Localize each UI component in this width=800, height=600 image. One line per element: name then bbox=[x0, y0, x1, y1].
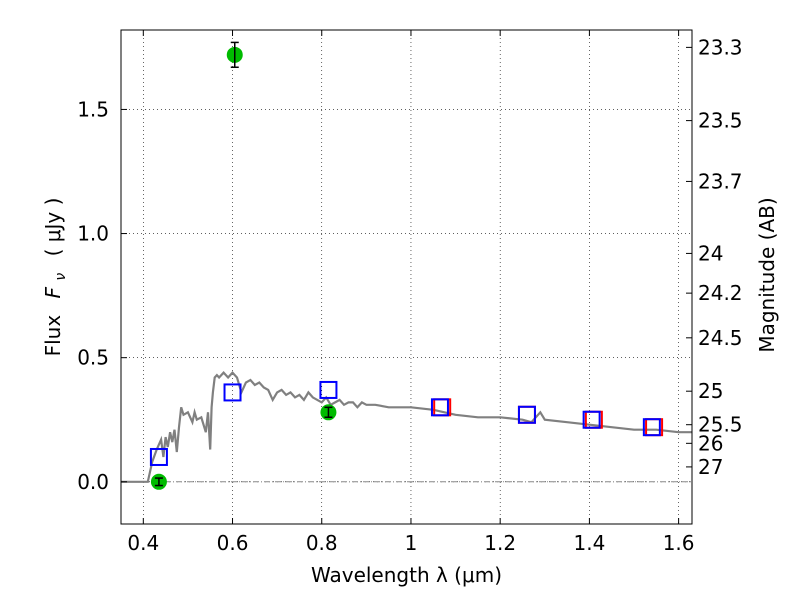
axis-ticks: 0.4 0.6 0.8 1 1.2 1.4 1.6 0.0 0.5 1.0 1.5 23.3 23.5 2… bbox=[77, 30, 743, 555]
model-flux-square bbox=[517, 405, 536, 424]
model-flux-square bbox=[223, 383, 242, 402]
y-axis-label-units: ( μJy ) bbox=[41, 198, 65, 257]
x-axis-label: Wavelength λ (μm) bbox=[311, 563, 502, 587]
data-marks bbox=[149, 41, 664, 490]
plot-background bbox=[121, 30, 692, 524]
model-flux-square bbox=[642, 418, 661, 437]
y-axis-label-subscript: ν bbox=[53, 273, 69, 281]
y-axis-label-symbol: F bbox=[41, 286, 65, 298]
y-tick-label: 0.5 bbox=[77, 346, 109, 370]
x-tick-label: 1.2 bbox=[484, 531, 516, 555]
x-tick-label: 0.6 bbox=[217, 531, 249, 555]
y-axis-label-text: Flux bbox=[41, 315, 65, 357]
y-tick-label: 1.0 bbox=[77, 222, 109, 246]
y2-tick-label: 24 bbox=[698, 241, 723, 265]
y2-tick-label: 23.5 bbox=[698, 109, 743, 133]
plot-frame bbox=[120, 29, 693, 525]
y2-tick-label: 26 bbox=[698, 431, 723, 455]
y2-tick-label: 23.7 bbox=[698, 169, 743, 193]
y2-tick-label: 25.5 bbox=[698, 413, 743, 437]
y2-tick-label: 24.2 bbox=[698, 281, 743, 305]
series-line-model-sed bbox=[121, 370, 692, 483]
x-tick-label: 1 bbox=[405, 531, 418, 555]
model-flux-square bbox=[149, 447, 168, 466]
y-tick-label: 0.0 bbox=[77, 470, 109, 494]
y-axis-label: Flux F ν ( μJy ) bbox=[41, 198, 70, 357]
x-tick-label: 0.4 bbox=[127, 531, 159, 555]
y2-tick-label: 27 bbox=[698, 455, 723, 479]
y-tick-label: 1.5 bbox=[77, 97, 109, 121]
model-flux-square bbox=[319, 380, 338, 399]
y2-tick-label: 23.3 bbox=[698, 35, 743, 59]
y2-axis-label: Magnitude (AB) bbox=[755, 197, 779, 352]
y2-tick-label: 25 bbox=[698, 379, 723, 403]
x-tick-label: 0.8 bbox=[306, 531, 338, 555]
y2-tick-label: 24.5 bbox=[698, 326, 743, 350]
x-tick-label: 1.6 bbox=[663, 531, 695, 555]
model-flux-square bbox=[582, 410, 601, 429]
model-flux-square bbox=[430, 398, 449, 417]
x-tick-label: 1.4 bbox=[573, 531, 605, 555]
